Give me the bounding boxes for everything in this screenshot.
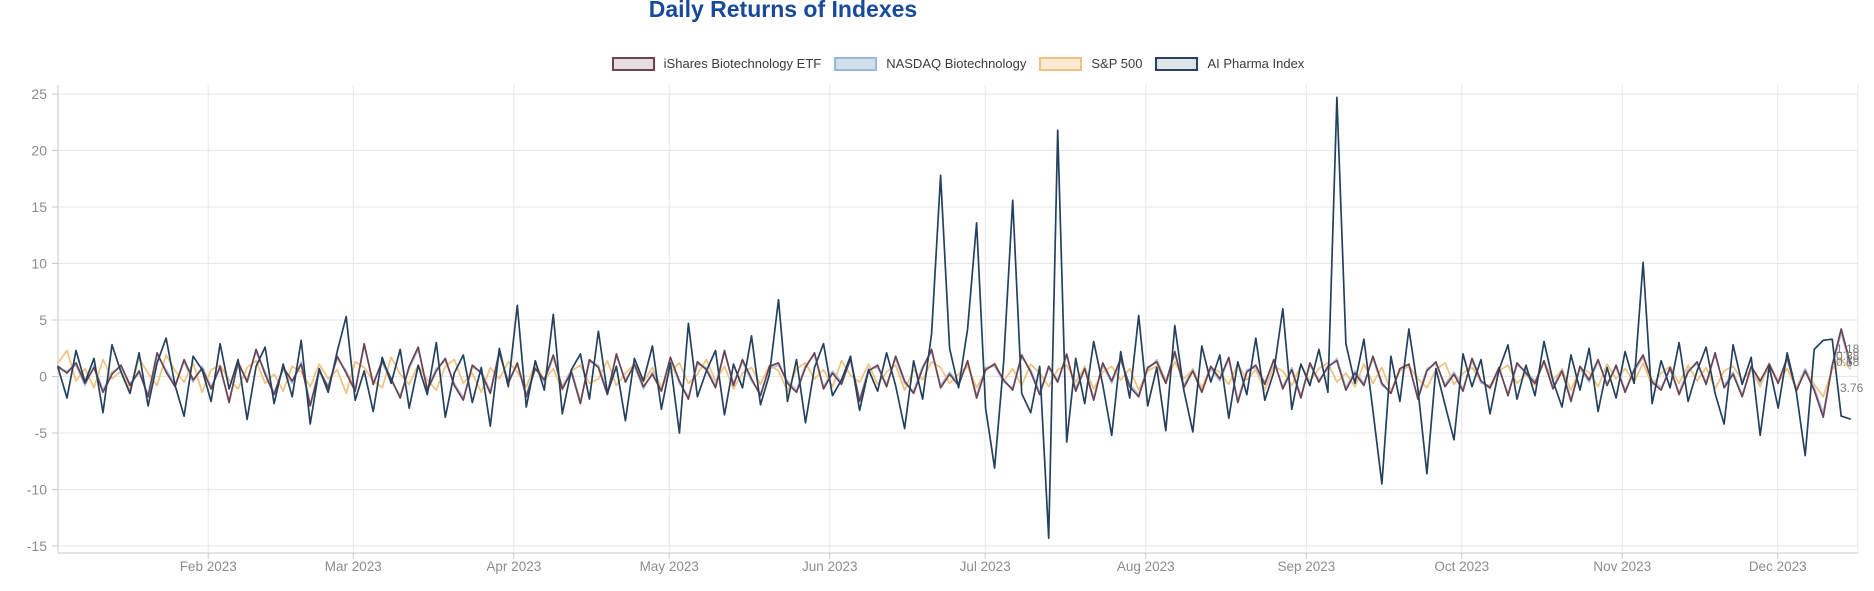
x-tick-label: Aug 2023 (1117, 559, 1175, 574)
x-tick-label: May 2023 (640, 559, 699, 574)
series-line-nasdaq-biotechnology (57, 331, 1852, 414)
legend-swatch-icon (611, 56, 655, 71)
series-line-ishares-biotechnology-etf (57, 328, 1852, 419)
legend-label: iShares Biotechnology ETF (663, 56, 822, 71)
y-tick-label: -15 (27, 538, 47, 554)
legend-swatch-icon (834, 56, 878, 71)
x-tick-label: Dec 2023 (1749, 559, 1807, 574)
y-tick-label: 10 (31, 256, 47, 272)
series-line-ai-pharma-index (57, 96, 1852, 539)
chart-title: Daily Returns of Indexes (648, 0, 918, 22)
legend-item-ishares-biotechnology-etf[interactable]: iShares Biotechnology ETF (611, 56, 822, 71)
y-tick-label: 0 (39, 369, 47, 385)
legend-label: NASDAQ Biotechnology (886, 56, 1027, 71)
x-tick-label: Mar 2023 (325, 559, 382, 574)
legend-item-ai-pharma-index[interactable]: AI Pharma Index (1155, 56, 1304, 71)
x-tick-label: Feb 2023 (180, 559, 237, 574)
series-end-value-label: -3.76 (1836, 381, 1864, 395)
x-tick-label: Nov 2023 (1593, 559, 1651, 574)
y-tick-label: 20 (31, 143, 47, 159)
x-tick-label: Jul 2023 (960, 559, 1011, 574)
series-end-value-label: 0.68 (1836, 355, 1860, 369)
legend-label: AI Pharma Index (1207, 56, 1305, 71)
legend-swatch-icon (1039, 56, 1083, 71)
legend-swatch-icon (1155, 56, 1199, 71)
series-end-value-label: 0.88 (1836, 349, 1860, 363)
x-tick-label: Jun 2023 (802, 559, 858, 574)
y-tick-label: -5 (35, 425, 48, 441)
legend-item-nasdaq-biotechnology[interactable]: NASDAQ Biotechnology (834, 56, 1026, 71)
y-tick-label: 5 (39, 312, 47, 328)
x-tick-label: Apr 2023 (486, 559, 541, 574)
y-tick-label: -10 (27, 482, 47, 498)
x-tick-label: Oct 2023 (1434, 559, 1489, 574)
legend-label: S&P 500 (1091, 56, 1143, 71)
legend: iShares Biotechnology ETF NASDAQ Biotech… (58, 56, 1858, 71)
series-end-value-label: 1.18 (1836, 342, 1860, 356)
legend-item-sp-500[interactable]: S&P 500 (1039, 56, 1142, 71)
x-tick-label: Sep 2023 (1277, 559, 1335, 574)
y-tick-label: 15 (31, 199, 47, 215)
y-tick-label: 25 (31, 86, 47, 102)
